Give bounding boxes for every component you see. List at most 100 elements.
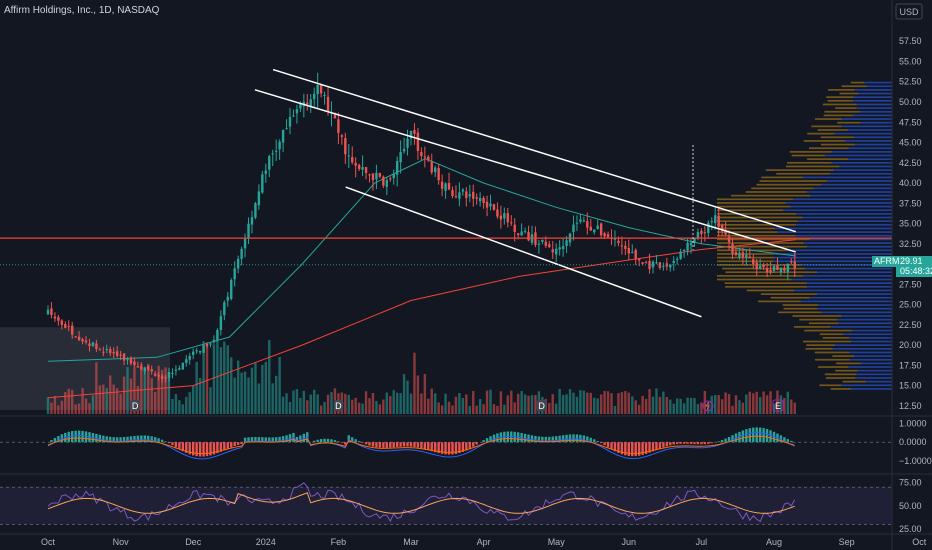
volume-bar [769, 391, 772, 414]
volume-bar [344, 393, 347, 414]
dividend-marker[interactable]: D [130, 400, 141, 411]
candle-body [783, 268, 786, 271]
candle-body [596, 225, 599, 230]
candle-body [700, 230, 703, 235]
candle-body [71, 325, 74, 335]
volume-bar [717, 395, 720, 414]
vp-row-down [717, 256, 775, 259]
price-tick-label: 17.50 [899, 360, 922, 370]
volume-bar [565, 394, 568, 414]
vp-row-down [841, 85, 867, 88]
macd-histogram-bar [658, 442, 662, 449]
vp-row-down [825, 377, 856, 379]
time-tick-label: Jun [622, 537, 637, 547]
macd-histogram-bar [382, 442, 385, 448]
vp-row-up [807, 285, 892, 288]
macd-histogram-bar [340, 442, 344, 443]
vp-row-down [808, 147, 849, 150]
macd-histogram-bar [209, 442, 212, 456]
candle-body [368, 174, 371, 176]
macd-histogram-bar [274, 437, 278, 443]
vp-row-up [853, 114, 892, 117]
dividend-marker[interactable]: D [333, 400, 344, 411]
price-tick-label: 20.00 [899, 340, 922, 350]
vp-row-down [835, 369, 858, 372]
candle-body [395, 160, 399, 175]
candle-body [257, 191, 261, 206]
candle-body [631, 251, 634, 253]
macd-histogram-bar [371, 442, 375, 447]
vp-row-up [834, 132, 892, 135]
macd-histogram-bar [613, 442, 617, 452]
volume-bar [382, 399, 385, 414]
candle-body [758, 266, 762, 269]
macd-histogram-bar [447, 442, 451, 455]
vp-row-down [759, 180, 827, 182]
macd-histogram-bar [178, 442, 181, 450]
vp-row-down [792, 315, 842, 317]
candle-body [392, 174, 395, 179]
candle-body [88, 343, 91, 346]
price-axis[interactable]: 57.50 55.00 52.50 50.00 47.50 45.00 42.50 40.00… [899, 36, 932, 534]
macd-histogram-bar [264, 437, 267, 443]
macd-histogram-bar [399, 442, 402, 447]
vp-row-down [778, 311, 822, 314]
vp-row-down [760, 293, 817, 295]
macd-histogram-bar [589, 437, 592, 443]
rsi-line [47, 482, 796, 523]
volume-bar [793, 402, 796, 414]
candle-body [212, 339, 216, 343]
candle-body [703, 232, 707, 234]
macd-histogram-bar [223, 442, 226, 451]
channel-line-2[interactable] [272, 68, 797, 233]
macd-histogram-bar [299, 435, 302, 443]
ticker-badge: AFRM [874, 256, 900, 266]
earnings-marker[interactable]: E [772, 399, 784, 412]
dividend-marker-label: D [132, 401, 139, 411]
vp-row-down [761, 176, 803, 179]
candle-body [468, 194, 471, 197]
candle-body [112, 352, 115, 354]
macd-histogram-bar [150, 436, 153, 443]
macd-histogram-bar [247, 437, 250, 443]
vp-row-up [854, 355, 892, 357]
candle-body [243, 238, 247, 249]
candle-body [299, 104, 302, 109]
channel-line-1[interactable] [254, 89, 796, 253]
vp-row-up [824, 154, 892, 157]
candle-body [686, 242, 689, 251]
dividend-marker[interactable]: D [536, 400, 547, 411]
vp-row-down [725, 285, 808, 288]
macd-histogram-bar [281, 436, 285, 443]
volume-bar [243, 371, 247, 414]
candle-body [724, 229, 727, 235]
time-tick-label: Nov [113, 537, 130, 547]
price-tick-label: 35.00 [899, 219, 922, 229]
rsi-band [0, 487, 892, 525]
candle-body [617, 240, 620, 244]
vp-row-up [809, 296, 892, 299]
vp-row-up [855, 377, 892, 379]
volume-bar [610, 393, 613, 414]
time-axis[interactable]: Oct Nov Dec 2024 Feb Mar Apr May Jun Jul Aug Sep Oct [41, 537, 927, 547]
vp-row-up [849, 351, 892, 354]
macd-signal-line [47, 435, 795, 455]
vp-row-up [848, 337, 892, 339]
currency-button[interactable]: USD [895, 3, 923, 20]
vp-row-down [830, 388, 851, 390]
volume-bar [98, 385, 102, 414]
vp-row-down [717, 209, 784, 212]
vp-row-up [818, 304, 892, 306]
volume-bar [309, 394, 312, 414]
volume-bar [731, 405, 734, 414]
macd-histogram-bar [344, 442, 347, 445]
candle-body [440, 181, 444, 189]
volume-bar [392, 390, 395, 414]
macd-histogram-bar [454, 442, 458, 454]
channel-line-3[interactable] [345, 186, 702, 318]
flash-icon[interactable] [702, 400, 714, 412]
candle-body [738, 252, 741, 258]
vp-row-up [826, 180, 892, 182]
